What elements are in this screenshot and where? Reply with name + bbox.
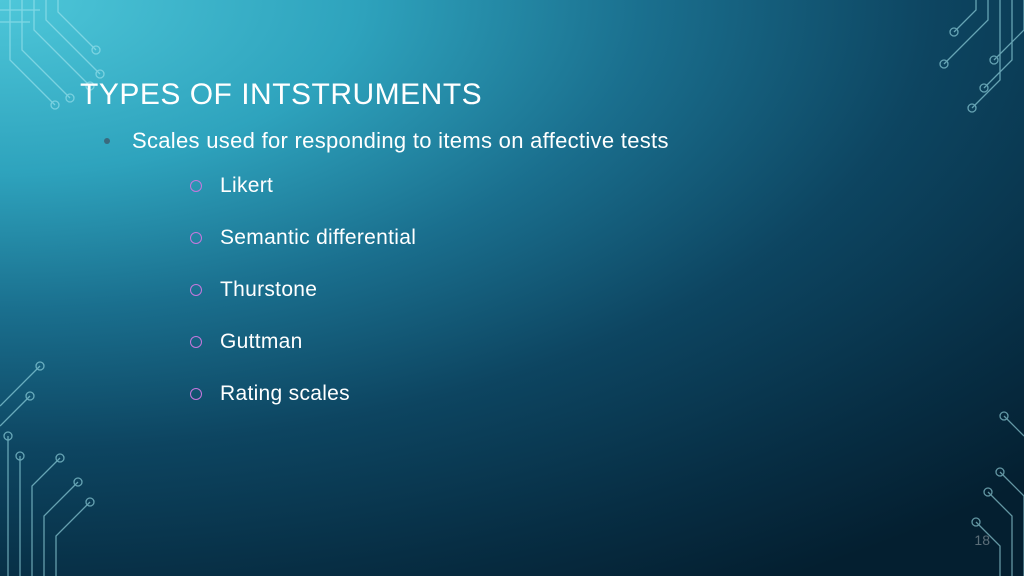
subitem-text: Likert	[220, 174, 273, 198]
ring-bullet-icon	[190, 284, 202, 296]
circuit-decoration-top-right	[844, 0, 1024, 200]
subitem-text: Semantic differential	[220, 226, 416, 250]
subitem-row: Rating scales	[190, 382, 350, 406]
subitem-text: Guttman	[220, 330, 303, 354]
subitem-row: Thurstone	[190, 278, 317, 302]
subitem-row: Guttman	[190, 330, 303, 354]
subitem-row: Likert	[190, 174, 273, 198]
ring-bullet-icon	[190, 232, 202, 244]
subitem-text: Thurstone	[220, 278, 317, 302]
ring-bullet-icon	[190, 336, 202, 348]
slide: TYPES OF INTSTRUMENTS Scales used for re…	[0, 0, 1024, 576]
subitem-row: Semantic differential	[190, 226, 416, 250]
slide-title: TYPES OF INTSTRUMENTS	[80, 78, 482, 112]
bullet-level1: Scales used for responding to items on a…	[104, 128, 669, 154]
bullet-dot-icon	[104, 138, 110, 144]
subitem-text: Rating scales	[220, 382, 350, 406]
circuit-decoration-bottom-left	[0, 316, 160, 576]
circuit-decoration-bottom-right	[904, 376, 1024, 576]
bullet-text: Scales used for responding to items on a…	[132, 128, 669, 154]
page-number: 18	[974, 532, 990, 548]
ring-bullet-icon	[190, 388, 202, 400]
ring-bullet-icon	[190, 180, 202, 192]
